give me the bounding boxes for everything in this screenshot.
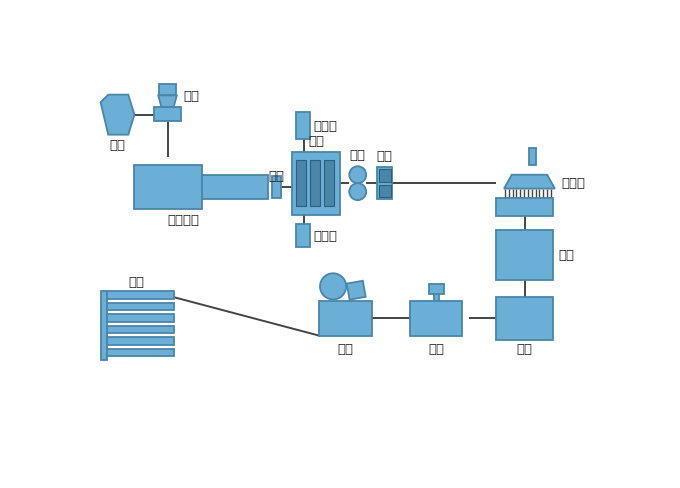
Text: 称重: 称重 [428,343,444,356]
Bar [296,112,310,140]
Bar [272,177,281,199]
Polygon shape [504,175,555,189]
Text: 模头: 模头 [268,170,284,183]
Text: 打标: 打标 [337,343,354,356]
Bar [202,176,269,199]
Bar [159,85,176,96]
Bar [107,338,173,345]
Text: 热封: 热封 [517,343,533,356]
Bar [296,161,306,207]
Bar [428,285,444,294]
Bar [135,166,202,209]
Bar [377,168,392,200]
Bar [496,199,554,217]
Bar [310,161,320,207]
Bar [107,326,173,334]
Text: 包装: 包装 [558,249,574,262]
Text: 三辊: 三辊 [308,135,324,148]
Circle shape [320,274,346,300]
Text: 混合挤出: 混合挤出 [168,213,200,226]
Bar [107,291,173,299]
Bar [528,148,537,166]
Text: 码垛: 码垛 [129,276,145,289]
Polygon shape [101,96,135,135]
Bar [154,108,181,122]
Bar [379,185,391,198]
Bar [319,302,371,336]
Text: 下覆膜: 下覆膜 [313,229,337,243]
Text: 上覆膜: 上覆膜 [313,120,337,133]
Circle shape [350,184,367,201]
Polygon shape [158,96,177,108]
Bar [107,314,173,322]
Polygon shape [347,281,366,300]
Text: 切割: 切割 [377,150,392,163]
Text: 投料: 投料 [109,139,126,152]
Text: 机械手: 机械手 [561,177,585,189]
Bar [101,291,107,360]
Bar [434,294,439,302]
Circle shape [350,167,367,184]
Bar [107,349,173,357]
Bar [296,224,310,247]
Bar [292,152,340,215]
Bar [324,161,334,207]
Bar [379,170,391,183]
Bar [496,298,554,340]
Bar [107,303,173,310]
Bar [410,302,462,336]
Text: 牵引: 牵引 [350,148,366,162]
Text: 计量: 计量 [183,90,199,102]
Bar [496,231,554,281]
